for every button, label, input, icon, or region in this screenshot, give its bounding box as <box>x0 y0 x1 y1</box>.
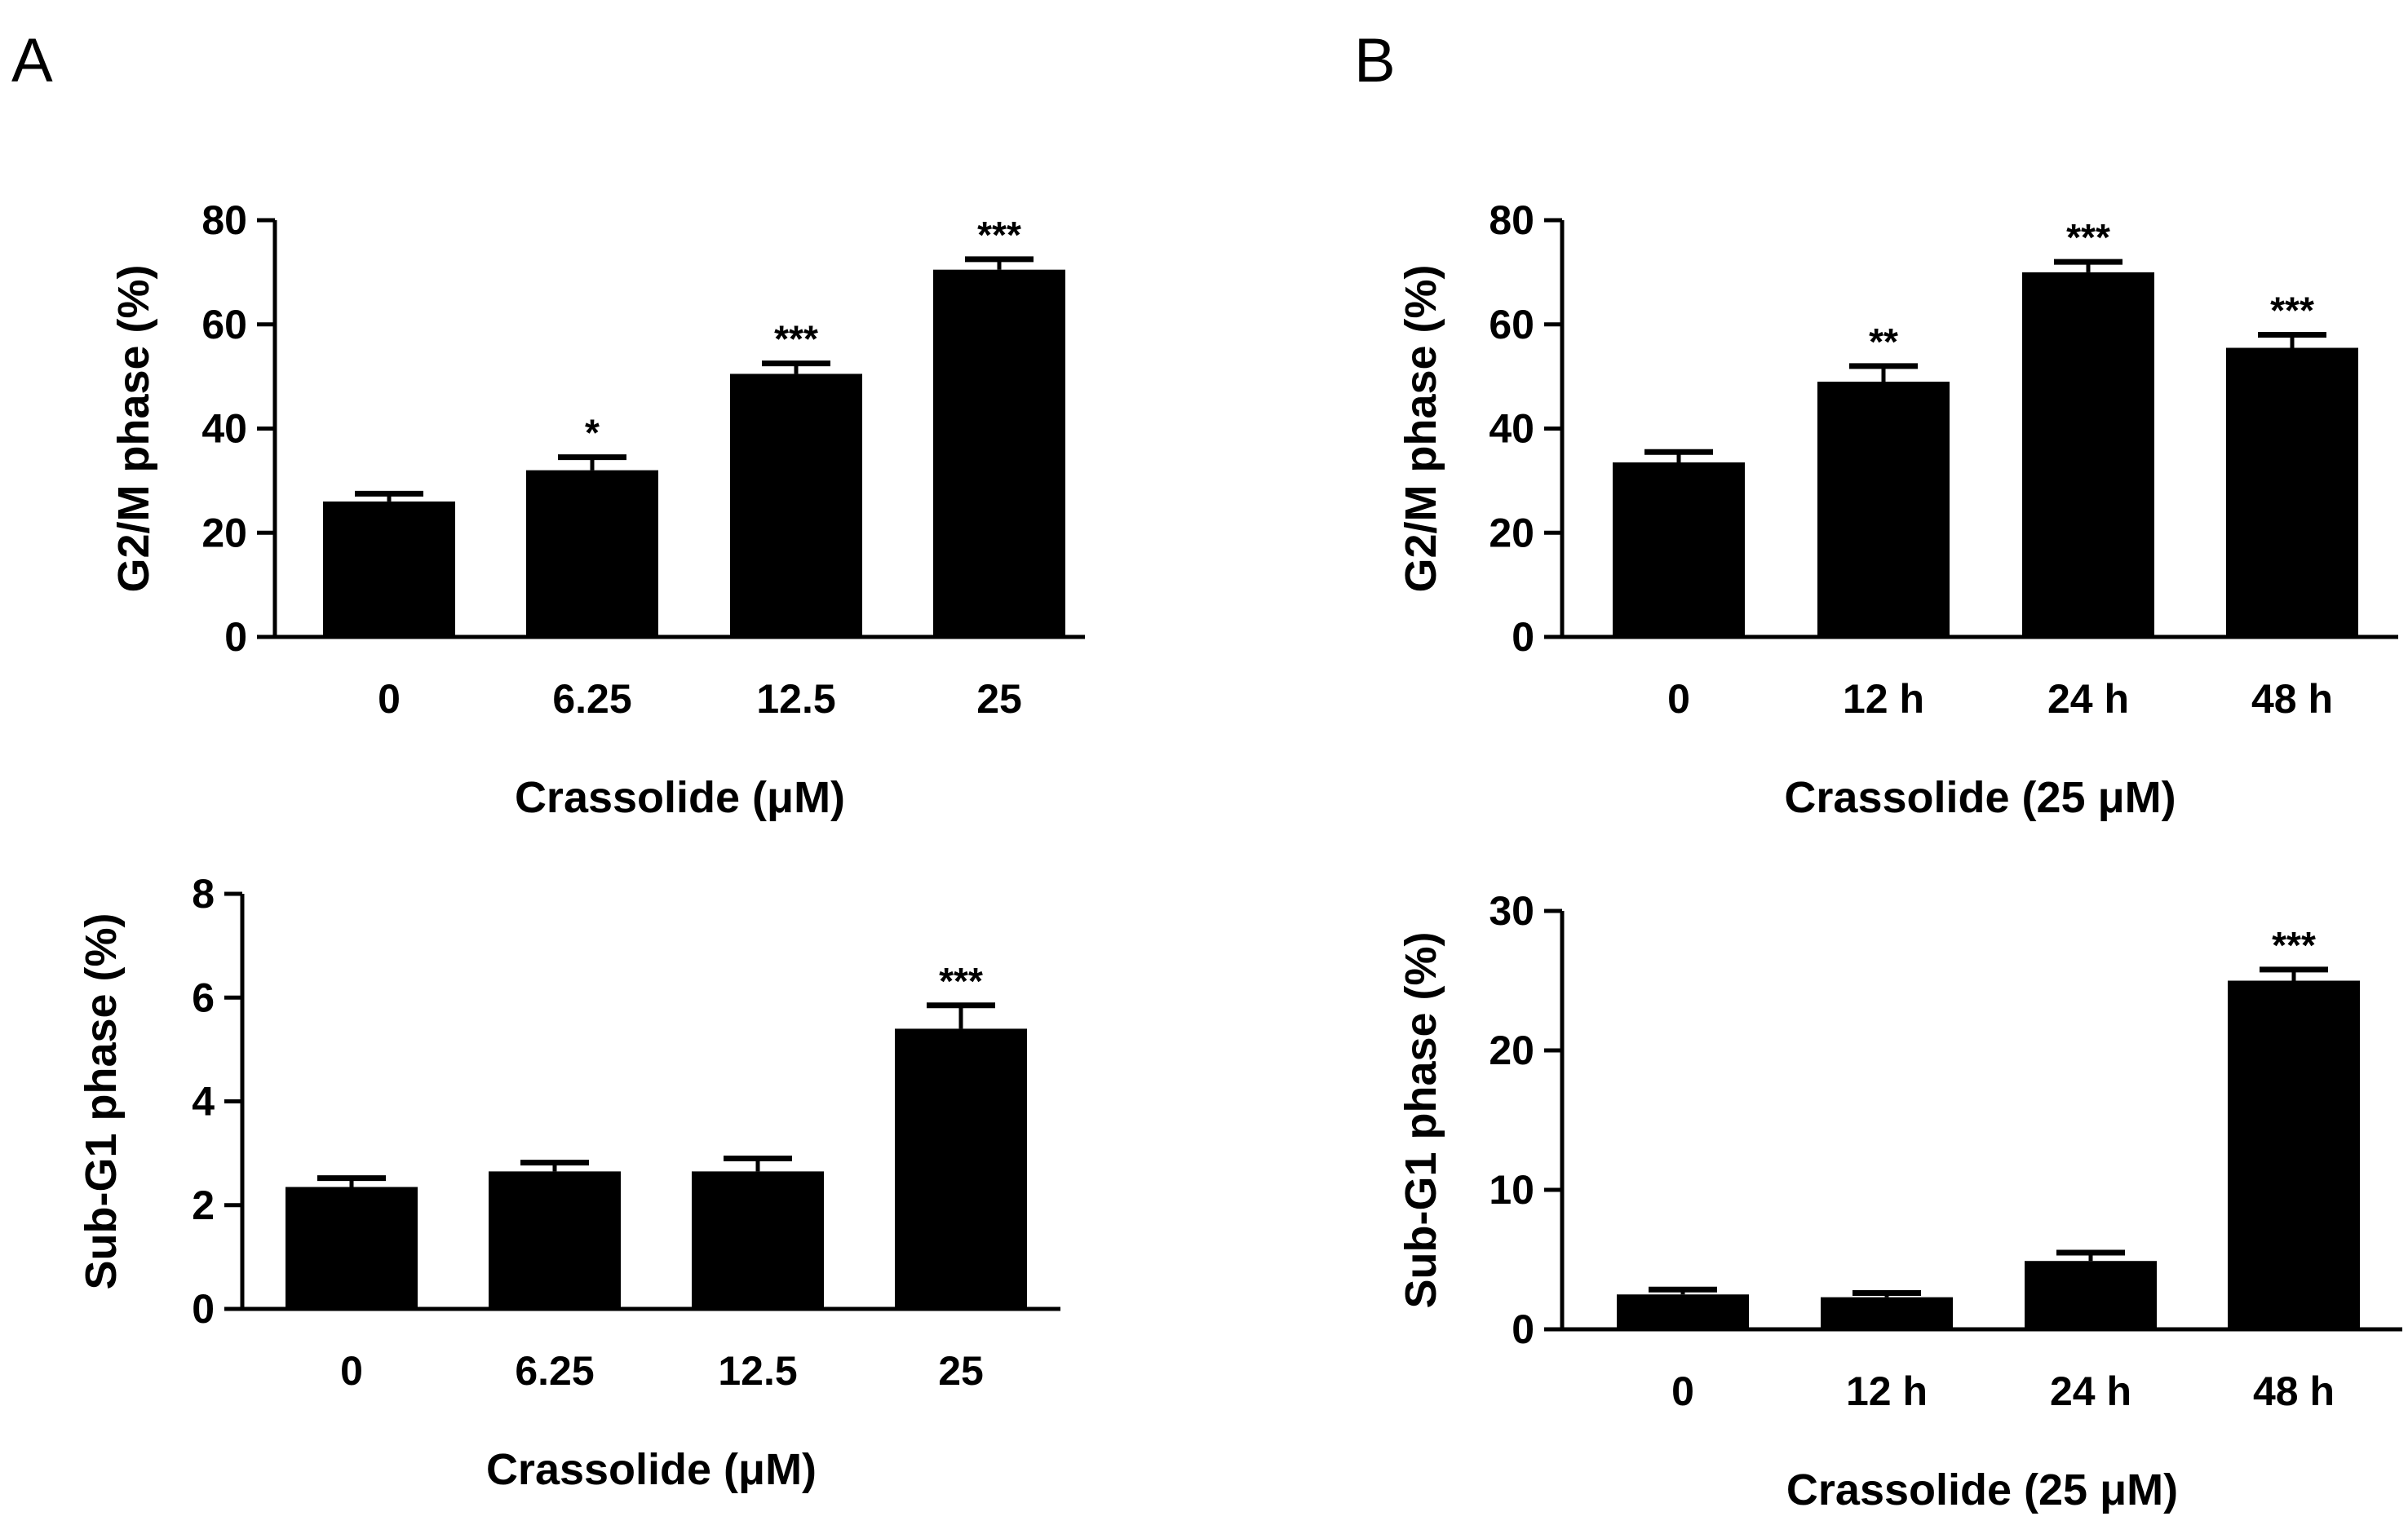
y-tick-label: 0 <box>1512 614 1534 660</box>
y-axis-title: G2/M phase (%) <box>109 264 158 592</box>
panel-label-b: B <box>1354 26 1396 95</box>
y-tick-label: 80 <box>201 197 247 243</box>
chart-b-bottom-subg1: 0 10 20 30 0 12 h 24 h *** 48 h Crassolide (25 μM… <box>1397 888 2402 1514</box>
panel-label-a: A <box>11 26 53 95</box>
y-tick-label: 20 <box>1489 510 1534 555</box>
x-tick-label-0: 0 <box>1667 676 1690 722</box>
y-tick-label: 4 <box>192 1079 215 1125</box>
x-tick-label-0: 0 <box>378 676 401 722</box>
x-tick-label-0: 0 <box>1671 1368 1694 1414</box>
y-tick-label: 8 <box>192 871 215 917</box>
x-tick-label-12-h: 12 h <box>1846 1368 1928 1414</box>
bar-12-5 <box>730 374 862 637</box>
significance-marker-48-h: *** <box>2270 290 2314 332</box>
y-tick-label: 6 <box>192 975 215 1020</box>
x-tick-label-12-5: 12.5 <box>718 1348 797 1394</box>
x-tick-label-25: 25 <box>938 1348 984 1394</box>
y-axis-title: Sub-G1 phase (%) <box>77 913 126 1289</box>
x-axis-title: Crassolide (μM) <box>486 1445 817 1494</box>
x-tick-label-12-5: 12.5 <box>756 676 835 722</box>
y-tick-label: 60 <box>201 302 247 347</box>
x-tick-label-48-h: 48 h <box>2251 676 2333 722</box>
bar-24-h <box>2022 272 2154 637</box>
bar-48-h <box>2228 980 2360 1329</box>
y-tick-label: 0 <box>192 1286 215 1332</box>
x-tick-label-6-25: 6.25 <box>515 1348 594 1394</box>
y-tick-label: 30 <box>1489 888 1534 934</box>
bar-12-h <box>1821 1297 1953 1329</box>
bar-12-5 <box>692 1171 824 1309</box>
x-tick-label-24-h: 24 h <box>2047 676 2129 722</box>
y-axis-title: Sub-G1 phase (%) <box>1397 931 1445 1308</box>
x-tick-label-48-h: 48 h <box>2253 1368 2335 1414</box>
bar-48-h <box>2226 347 2358 637</box>
significance-marker-12-5: *** <box>774 318 818 360</box>
x-tick-label-24-h: 24 h <box>2050 1368 2131 1414</box>
bar-0 <box>1613 462 1745 637</box>
significance-marker-6-25: * <box>585 412 600 454</box>
chart-b-top-g2m: 0 20 40 60 80 0 ** 12 h *** 24 h *** 48 h Crassolide… <box>1397 197 2398 822</box>
x-tick-label-12-h: 12 h <box>1843 676 1924 722</box>
y-tick-label: 10 <box>1489 1167 1534 1213</box>
y-tick-label: 2 <box>192 1183 215 1228</box>
significance-marker-24-h: *** <box>2066 216 2110 259</box>
y-tick-label: 80 <box>1489 197 1534 243</box>
x-tick-label-25: 25 <box>976 676 1022 722</box>
chart-a-top-g2m: 0 20 40 60 80 0 * 6.25 *** 12.5 *** 25 Crassolide (μ… <box>109 197 1085 822</box>
bar-12-h <box>1817 382 1950 637</box>
significance-marker-25: *** <box>977 214 1021 256</box>
bar-0 <box>1617 1294 1749 1329</box>
y-tick-label: 0 <box>1512 1306 1534 1352</box>
bar-6-25 <box>526 470 658 637</box>
x-tick-label-6-25: 6.25 <box>552 676 631 722</box>
significance-marker-25: *** <box>939 960 983 1002</box>
y-tick-label: 20 <box>1489 1028 1534 1073</box>
bar-25 <box>895 1028 1027 1309</box>
x-tick-label-0: 0 <box>340 1348 363 1394</box>
chart-a-bottom-subg1: 0 2 4 6 8 0 6.25 12.5 *** 25 Crassolide (μM) Sub-G1… <box>77 871 1060 1494</box>
y-tick-label: 20 <box>201 510 247 555</box>
y-tick-label: 0 <box>224 614 247 660</box>
bar-24-h <box>2025 1261 2157 1329</box>
y-tick-label: 40 <box>201 406 247 452</box>
bar-25 <box>933 269 1065 637</box>
bar-6-25 <box>489 1171 621 1309</box>
significance-marker-12-h: ** <box>1869 321 1898 363</box>
bar-0 <box>286 1187 418 1309</box>
x-axis-title: Crassolide (μM) <box>515 773 845 822</box>
x-axis-title: Crassolide (25 μM) <box>1786 1465 2178 1514</box>
y-tick-label: 40 <box>1489 406 1534 452</box>
x-axis-title: Crassolide (25 μM) <box>1784 773 2176 822</box>
bar-0 <box>323 501 455 637</box>
y-tick-label: 60 <box>1489 302 1534 347</box>
y-axis-title: G2/M phase (%) <box>1397 264 1445 592</box>
significance-marker-48-h: *** <box>2272 924 2316 966</box>
